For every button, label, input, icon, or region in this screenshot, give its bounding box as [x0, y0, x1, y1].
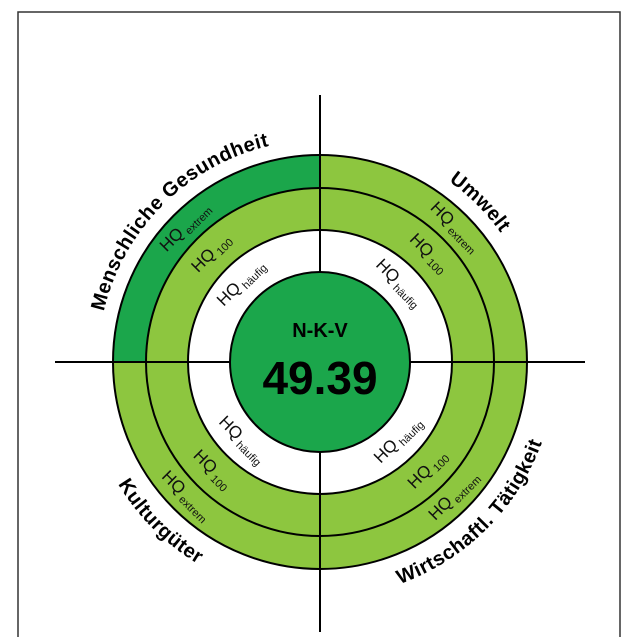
center-title: N-K-V [292, 320, 348, 342]
center-value: 49.39 [262, 352, 377, 404]
